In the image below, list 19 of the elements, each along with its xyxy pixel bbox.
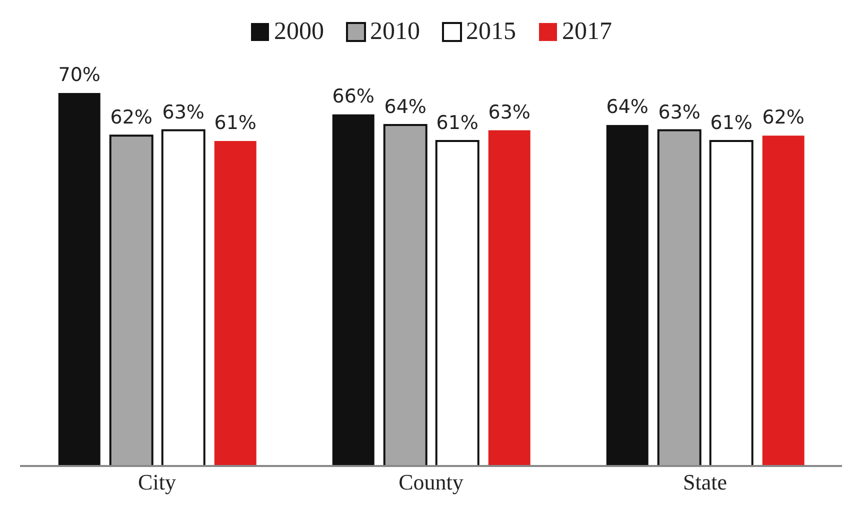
x-tick-label: County (398, 470, 464, 495)
data-label: 63% (162, 101, 204, 124)
data-label: 64% (606, 96, 648, 118)
legend-label: 2010 (369, 18, 420, 46)
data-label: 64% (384, 96, 426, 118)
data-label: 66% (332, 85, 374, 108)
data-label: 61% (436, 112, 478, 134)
data-label: 61% (214, 112, 256, 134)
legend-label: 2017 (561, 18, 612, 46)
legend-label: 2015 (465, 18, 516, 46)
x-tick-label: State (683, 470, 727, 495)
legend-label: 2000 (273, 18, 324, 46)
data-label: 61% (710, 112, 752, 134)
data-label: 62% (762, 106, 804, 129)
data-label: 63% (658, 101, 700, 124)
x-tick-label: City (138, 470, 176, 495)
data-label: 70% (58, 64, 100, 86)
data-label: 62% (110, 106, 152, 129)
data-label: 63% (488, 101, 530, 124)
